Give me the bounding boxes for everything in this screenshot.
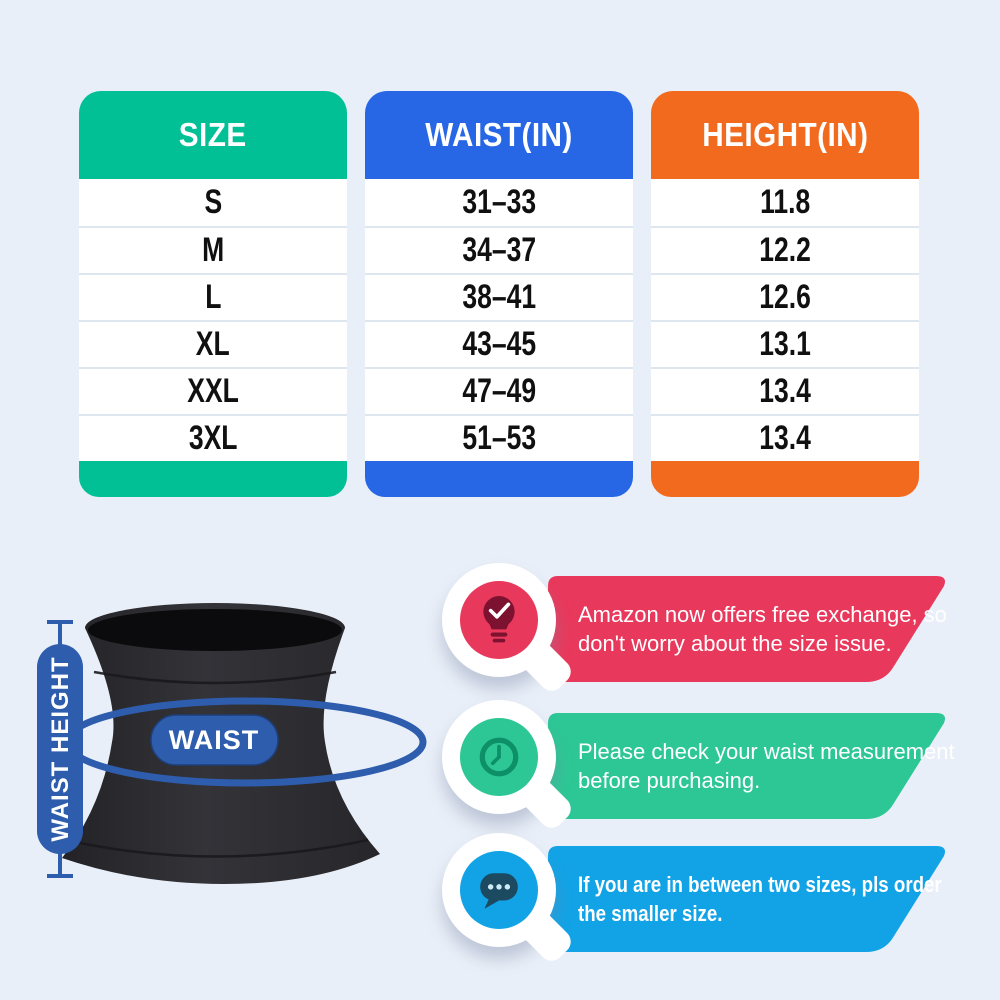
- icon-badge: [442, 563, 556, 677]
- table-cell: M: [79, 226, 347, 273]
- table-cell: 43–45: [365, 320, 633, 367]
- callout-banner: [548, 713, 945, 819]
- table-cell: 3XL: [79, 414, 347, 461]
- table-cell: 13.4: [651, 367, 919, 414]
- callout-banner: [548, 846, 945, 952]
- waist-trainer-illustration: WAIST WAIST HEIGHT: [37, 603, 427, 884]
- column-header-label: HEIGHT(IN): [701, 116, 869, 153]
- table-cell: 12.6: [651, 273, 919, 320]
- callout-text: If you are in between two sizes, pls ord…: [578, 872, 942, 926]
- chat-dots-icon: [480, 873, 518, 909]
- callout-check-measurement: Please check your waist measurement befo…: [442, 698, 962, 850]
- table-cell: 34–37: [365, 226, 633, 273]
- icon-badge: [442, 833, 556, 947]
- table-cell: 13.4: [651, 414, 919, 461]
- column-footer: [651, 461, 919, 497]
- callout-text: Amazon now offers free exchange, so don'…: [578, 602, 947, 656]
- column-footer: [79, 461, 347, 497]
- icon-badge: [442, 700, 556, 814]
- column-header-height: HEIGHT(IN): [651, 91, 919, 179]
- waist-trainer-diagram: WAIST WAIST HEIGHT: [28, 592, 458, 902]
- clock-icon: [479, 737, 519, 777]
- column-header-label: SIZE: [179, 116, 247, 153]
- callout-text: Please check your waist measurement befo…: [578, 739, 955, 793]
- table-cell: 31–33: [365, 179, 633, 226]
- column-header-size: SIZE: [79, 91, 347, 179]
- table-cell: XL: [79, 320, 347, 367]
- waist-height-measure: WAIST HEIGHT: [37, 620, 83, 878]
- column-header-waist: WAIST(IN): [365, 91, 633, 179]
- table-cell: 51–53: [365, 414, 633, 461]
- table-cell: 13.1: [651, 320, 919, 367]
- table-cell: 12.2: [651, 226, 919, 273]
- waist-height-label: WAIST HEIGHT: [47, 656, 74, 841]
- table-cell: 38–41: [365, 273, 633, 320]
- waist-column: WAIST(IN) 31–33 34–37 38–41 43–45 47–49 …: [365, 91, 633, 497]
- callout-banner: [548, 576, 945, 682]
- table-cell: XXL: [79, 367, 347, 414]
- height-column: HEIGHT(IN) 11.8 12.2 12.6 13.1 13.4 13.4: [651, 91, 919, 497]
- waist-label-pill: WAIST: [150, 714, 279, 766]
- table-cell: L: [79, 273, 347, 320]
- lightbulb-check-icon: [483, 596, 515, 643]
- table-cell: S: [79, 179, 347, 226]
- column-footer: [365, 461, 633, 497]
- column-header-label: WAIST(IN): [425, 116, 573, 153]
- size-column: SIZE S M L XL XXL 3XL: [79, 91, 347, 497]
- table-cell: 11.8: [651, 179, 919, 226]
- waist-label: WAIST: [169, 725, 260, 755]
- size-chart-table: SIZE S M L XL XXL 3XL WAIST(IN) 31–33 34…: [79, 91, 919, 497]
- callout-free-exchange: Amazon now offers free exchange, so don'…: [442, 561, 962, 713]
- callout-between-sizes: If you are in between two sizes, pls ord…: [442, 831, 962, 983]
- table-cell: 47–49: [365, 367, 633, 414]
